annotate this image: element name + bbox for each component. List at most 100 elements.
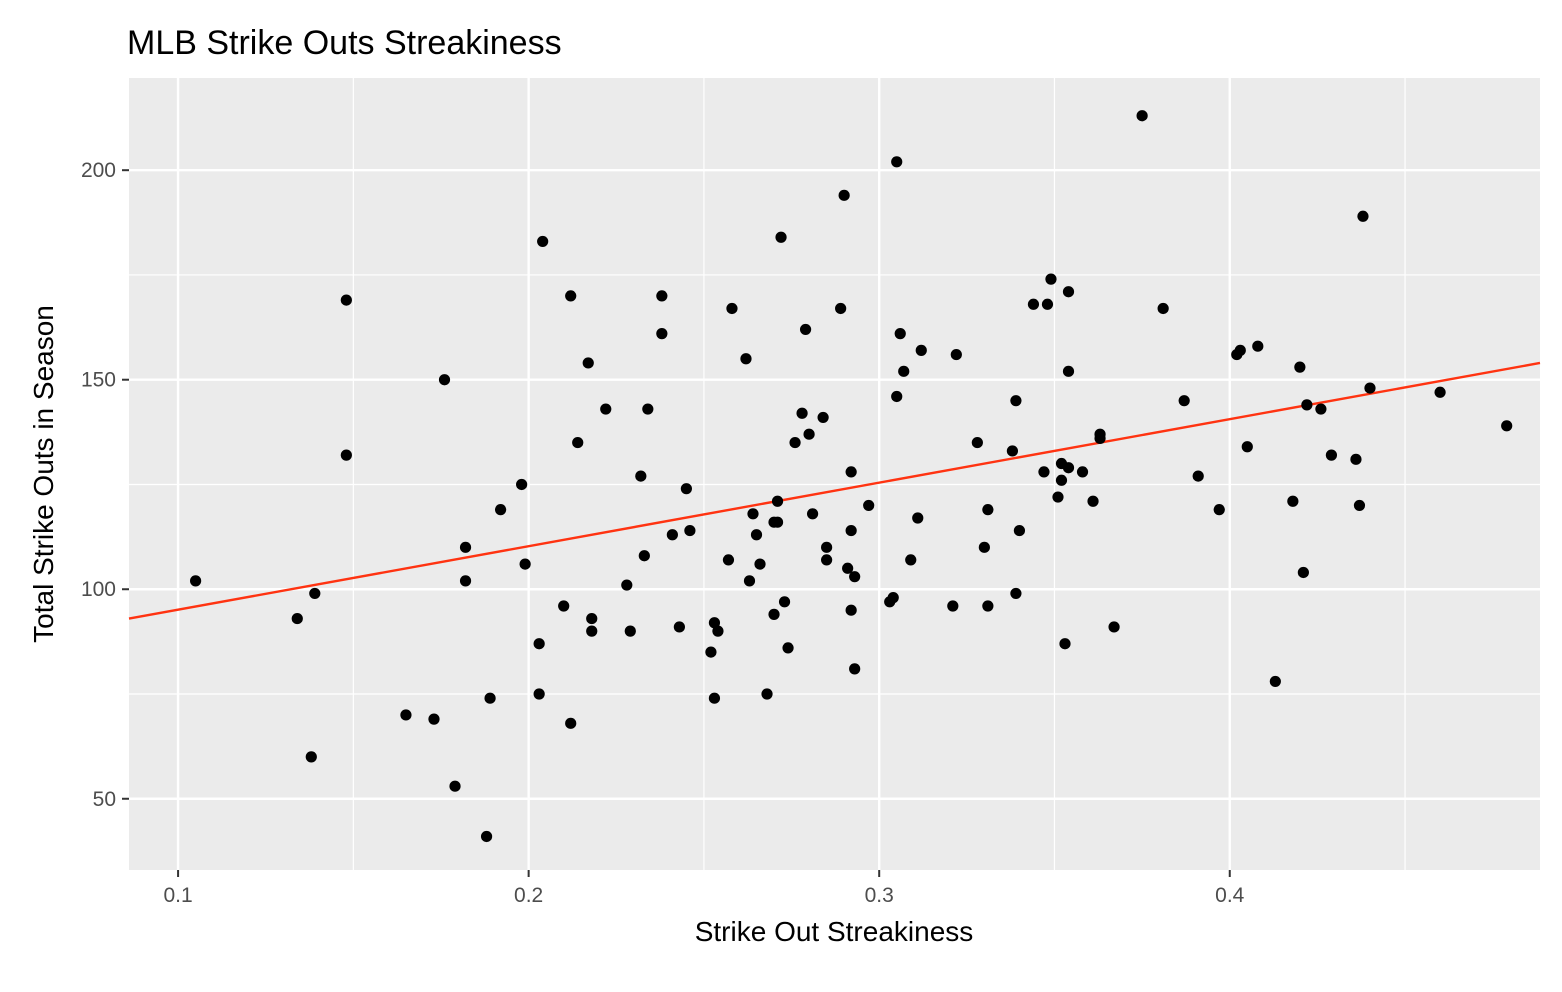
data-point: [582, 357, 594, 369]
data-point: [796, 407, 808, 419]
data-point: [845, 524, 857, 537]
data-point: [449, 780, 461, 792]
data-point: [533, 638, 545, 650]
data-point: [459, 541, 472, 553]
data-point: [572, 436, 584, 449]
data-point: [516, 478, 528, 491]
minor-gridlines: [129, 78, 1540, 870]
data-point: [1287, 495, 1299, 507]
data-point: [565, 290, 577, 302]
y-tick-label: 200: [81, 159, 116, 182]
x-tick-label: 0.2: [514, 884, 543, 907]
data-point: [666, 529, 678, 541]
data-point: [754, 558, 766, 570]
chart-title: MLB Strike Outs Streakiness: [127, 24, 562, 62]
data-point: [821, 541, 833, 553]
data-point: [624, 625, 636, 637]
data-point: [842, 562, 854, 574]
data-point: [1027, 298, 1040, 310]
data-point: [1062, 365, 1075, 377]
data-point: [817, 411, 829, 424]
data-point: [1353, 499, 1366, 512]
data-point: [1192, 470, 1204, 482]
data-point: [1094, 428, 1106, 440]
data-point: [771, 516, 784, 528]
data-point: [803, 428, 815, 440]
data-point: [656, 328, 668, 340]
data-point: [684, 524, 696, 537]
plot-panel: [129, 78, 1540, 870]
data-point: [565, 717, 577, 729]
data-point: [1055, 474, 1068, 486]
data-point: [740, 353, 752, 365]
data-point: [838, 189, 850, 201]
data-point: [982, 504, 994, 516]
y-tick-label: 150: [81, 369, 116, 392]
data-point: [494, 504, 507, 516]
data-point: [1364, 382, 1376, 394]
x-axis-title: Strike Out Streakiness: [695, 916, 974, 947]
data-point: [1241, 441, 1253, 453]
data-point: [849, 663, 861, 675]
x-tick-label: 0.1: [163, 884, 192, 907]
data-point: [1010, 395, 1022, 407]
data-point: [1010, 587, 1022, 600]
data-point: [1297, 566, 1309, 579]
data-point: [190, 575, 202, 587]
data-point: [1038, 466, 1050, 478]
data-point: [849, 571, 861, 583]
data-point: [1357, 210, 1369, 222]
data-point: [638, 550, 650, 562]
data-point: [1315, 403, 1327, 415]
data-point: [708, 692, 721, 704]
y-axis: 50 100 150 200: [81, 159, 129, 811]
data-point: [1234, 344, 1246, 356]
data-point: [1501, 420, 1513, 432]
data-point: [782, 642, 794, 654]
data-point: [1136, 110, 1148, 122]
data-point: [586, 612, 598, 625]
data-point: [894, 328, 906, 340]
y-tick-label: 50: [93, 788, 116, 811]
data-point: [778, 596, 791, 608]
data-point: [428, 713, 440, 725]
data-point: [845, 466, 857, 478]
data-point: [912, 512, 924, 524]
data-point: [673, 621, 685, 633]
data-point: [305, 751, 317, 763]
data-point: [1269, 675, 1281, 688]
data-point: [1294, 361, 1306, 373]
data-point: [789, 436, 801, 449]
data-points: [190, 110, 1513, 843]
data-point: [978, 541, 990, 553]
data-point: [1052, 491, 1064, 503]
data-point: [1252, 340, 1264, 352]
data-point: [586, 625, 598, 637]
x-axis: 0.1 0.2 0.3 0.4: [163, 870, 1245, 907]
data-point: [905, 554, 917, 566]
data-point: [340, 449, 352, 461]
data-point: [750, 529, 763, 541]
data-point: [887, 592, 899, 604]
data-point: [743, 575, 756, 587]
y-axis-title: Total Strike Outs in Season: [28, 305, 59, 643]
data-point: [1087, 495, 1099, 507]
data-point: [1076, 466, 1089, 478]
data-point: [1350, 453, 1362, 465]
data-point: [480, 830, 493, 843]
data-point: [950, 348, 962, 361]
data-point: [642, 403, 654, 415]
data-point: [656, 290, 668, 302]
x-tick-label: 0.4: [1215, 884, 1245, 907]
data-point: [1062, 286, 1075, 298]
data-point: [947, 600, 959, 612]
data-point: [726, 302, 738, 315]
data-point: [705, 646, 717, 658]
data-point: [1062, 462, 1075, 474]
data-point: [1434, 386, 1446, 398]
data-point: [761, 688, 773, 700]
major-gridlines: [129, 78, 1540, 870]
data-point: [459, 575, 472, 587]
data-point: [1301, 399, 1313, 411]
